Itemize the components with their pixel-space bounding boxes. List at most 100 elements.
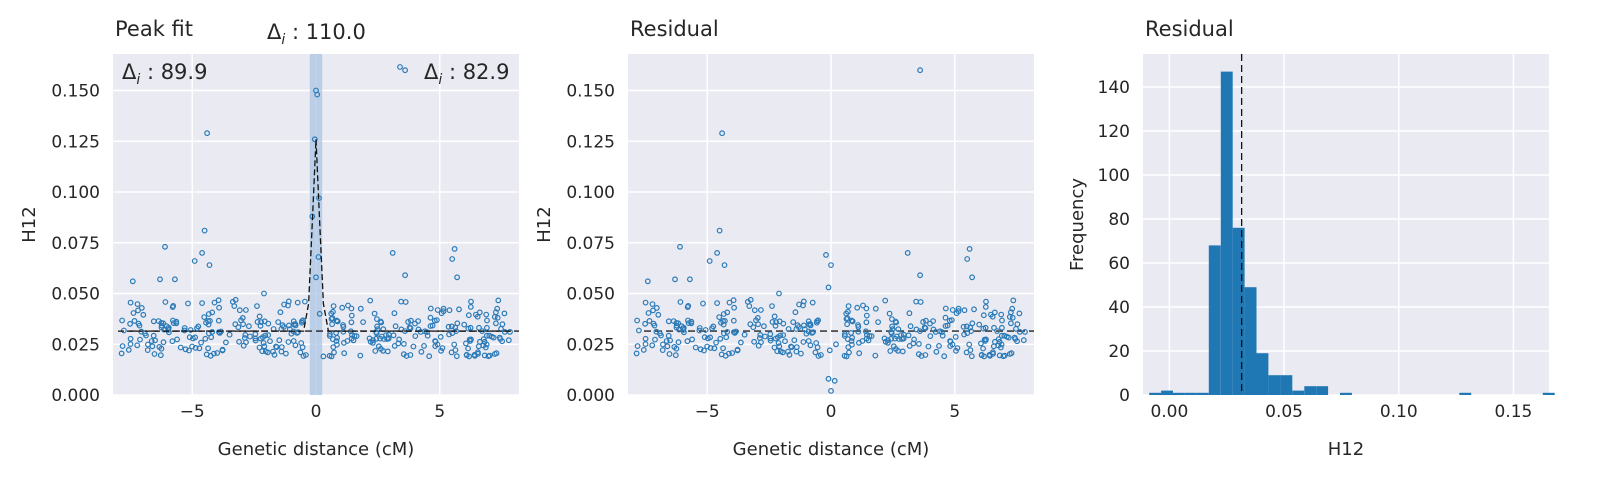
data-point xyxy=(982,304,989,310)
data-point xyxy=(174,336,181,343)
data-point xyxy=(505,337,512,344)
data-point xyxy=(160,320,167,327)
data-point xyxy=(187,327,194,333)
data-point xyxy=(169,317,176,324)
data-point xyxy=(199,300,206,307)
histogram-bar xyxy=(1185,392,1197,395)
x-axis-label: H12 xyxy=(1328,439,1364,460)
data-point xyxy=(961,331,967,338)
data-point xyxy=(158,345,165,352)
data-point xyxy=(181,325,188,331)
data-point xyxy=(303,352,309,358)
data-point xyxy=(294,299,301,306)
data-point xyxy=(426,353,433,360)
data-point xyxy=(454,274,461,281)
data-point xyxy=(761,323,767,330)
data-point xyxy=(445,323,452,330)
data-point xyxy=(1004,333,1010,340)
data-point xyxy=(913,298,919,305)
data-point xyxy=(134,342,141,349)
data-point xyxy=(311,136,318,143)
data-point xyxy=(169,338,176,345)
data-point xyxy=(226,331,233,338)
data-point xyxy=(494,305,501,312)
data-points xyxy=(118,64,513,360)
data-point xyxy=(276,337,283,344)
data-point xyxy=(334,318,341,325)
data-point xyxy=(713,339,719,346)
data-point xyxy=(341,350,348,357)
data-point xyxy=(138,305,145,311)
data-point xyxy=(967,324,974,331)
data-point xyxy=(211,299,218,306)
data-point xyxy=(899,336,905,342)
data-point xyxy=(501,329,508,335)
data-point xyxy=(720,311,727,317)
data-point xyxy=(392,323,399,330)
data-point xyxy=(275,319,282,326)
data-point xyxy=(687,276,693,283)
data-point xyxy=(801,322,807,329)
data-point xyxy=(285,339,292,345)
data-point xyxy=(162,299,169,305)
data-point xyxy=(675,320,682,327)
data-point xyxy=(277,309,284,316)
data-point xyxy=(191,258,198,264)
data-point xyxy=(921,324,928,331)
data-point xyxy=(485,353,492,360)
data-point xyxy=(206,262,213,269)
data-point xyxy=(825,284,832,291)
data-point xyxy=(933,348,940,355)
histogram-bar xyxy=(1280,375,1293,395)
data-point xyxy=(711,345,718,352)
data-point xyxy=(155,318,162,325)
data-point xyxy=(205,345,212,352)
data-point xyxy=(160,339,167,346)
data-point xyxy=(936,343,942,349)
data-point xyxy=(465,345,472,352)
data-point xyxy=(475,349,481,356)
data-point xyxy=(456,306,462,313)
data-point xyxy=(863,312,870,319)
panel-residual-scatter: −5 0 50.0000.0250.0500.0750.1000.1250.150 … xyxy=(534,17,1034,460)
data-point xyxy=(721,262,728,269)
data-point xyxy=(649,342,656,349)
y-tick-label: 0.050 xyxy=(51,285,100,305)
data-point xyxy=(885,339,891,346)
data-point xyxy=(889,323,895,330)
data-point xyxy=(483,311,490,318)
data-point xyxy=(265,332,272,339)
data-point xyxy=(644,278,651,285)
data-point xyxy=(452,324,459,331)
y-axis-label: H12 xyxy=(534,206,555,242)
data-point xyxy=(888,335,895,342)
data-point xyxy=(131,318,138,324)
data-point xyxy=(750,324,757,331)
data-point xyxy=(408,317,414,324)
data-point xyxy=(236,338,243,345)
plot-area xyxy=(1143,54,1549,395)
data-point xyxy=(805,318,812,325)
data-point xyxy=(480,342,487,349)
data-point xyxy=(769,303,775,310)
data-point xyxy=(206,318,213,324)
data-point xyxy=(856,350,863,357)
data-point xyxy=(649,301,656,308)
panel-residual-histogram: 0.00 0.05 0.10 0.15 0 20 40 60 80 100 120 140 Resid… xyxy=(1067,17,1555,460)
data-point xyxy=(998,332,1005,339)
data-point xyxy=(640,347,647,353)
data-point xyxy=(1006,351,1013,357)
data-point xyxy=(216,304,223,311)
data-point xyxy=(434,341,441,348)
data-point xyxy=(135,307,141,314)
data-point xyxy=(252,337,259,344)
fit-curve xyxy=(118,139,514,332)
data-point xyxy=(930,318,936,325)
data-point xyxy=(642,335,649,342)
data-point xyxy=(941,353,948,360)
data-point xyxy=(189,343,196,350)
data-point xyxy=(417,329,424,335)
data-point xyxy=(782,338,788,345)
data-point xyxy=(345,302,351,309)
data-point xyxy=(895,326,902,333)
